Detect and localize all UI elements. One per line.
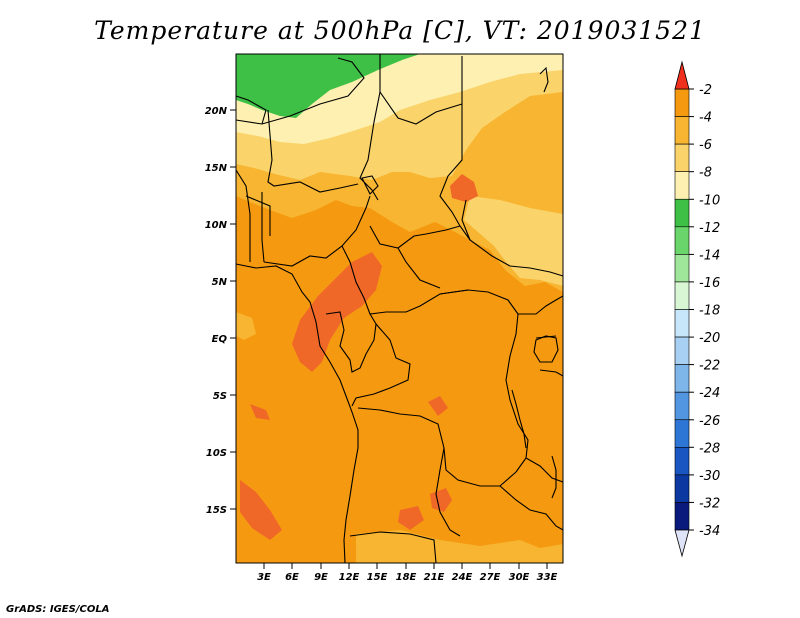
colorbar-label: -10 xyxy=(699,193,720,208)
lat-label: 10N xyxy=(205,220,228,231)
colorbar-label: -14 xyxy=(699,248,720,263)
map-frame xyxy=(235,53,564,564)
colorbar-box xyxy=(674,336,690,365)
lon-label: 21E xyxy=(424,572,445,583)
grads-credit: GrADS: IGES/COLA xyxy=(6,604,110,615)
colorbar-label: -20 xyxy=(699,331,720,346)
colorbar-box xyxy=(674,447,690,476)
border-niger-south xyxy=(235,57,365,125)
lake-tanganyika xyxy=(511,389,527,449)
colorbar-box xyxy=(674,391,690,421)
colorbar-label: -30 xyxy=(699,469,720,484)
lake-malawi xyxy=(551,455,557,499)
colorbar-box xyxy=(674,419,690,448)
map-plot-area xyxy=(235,53,564,564)
border-uganda-kenya xyxy=(518,295,564,339)
colorbar-box xyxy=(674,171,690,200)
colorbar-top-arrow xyxy=(674,60,690,90)
lake-chad xyxy=(361,175,379,195)
colorbar-label: -6 xyxy=(699,138,712,153)
colorbar-box xyxy=(674,226,690,255)
warm-patch-southwest xyxy=(240,480,282,540)
border-benin-togo xyxy=(235,169,271,262)
colorbar: -2 -4 -6 -8 -10 -12 -14 -16 -18 -20 -22 … xyxy=(674,60,720,558)
colorbar-label: -32 xyxy=(699,496,720,511)
colorbar-bottom-arrow xyxy=(674,529,690,558)
border-tanzania xyxy=(525,369,564,483)
lon-label: 33E xyxy=(537,572,558,583)
lat-label: EQ xyxy=(212,334,228,345)
coastline-west-africa xyxy=(235,263,359,564)
border-drc-east xyxy=(505,313,529,473)
colorbar-box xyxy=(674,364,690,393)
colorbar-box xyxy=(674,143,690,172)
red-sea-coast xyxy=(539,66,549,93)
border-sudan-south xyxy=(461,199,564,277)
border-drc-west xyxy=(351,323,411,407)
colorbar-label: -4 xyxy=(699,111,712,126)
border-mali-niger xyxy=(267,109,359,193)
lon-label: 30E xyxy=(509,572,530,583)
lon-label: 9E xyxy=(314,572,328,583)
lon-axis: 3E 6E 9E 12E 15E 18E 21E 24E 27E 30E 33E xyxy=(257,563,558,583)
colorbar-label: -16 xyxy=(699,276,720,291)
colorbar-label: -2 xyxy=(699,83,712,98)
warm-patch-lowleft xyxy=(250,404,270,420)
colorbar-label: -26 xyxy=(699,414,720,429)
warm-patch-congo xyxy=(428,396,448,416)
border-sahara-west xyxy=(235,95,267,125)
lon-label: 6E xyxy=(285,572,299,583)
border-angola-south xyxy=(349,531,437,564)
lon-label: 12E xyxy=(339,572,360,583)
colorbar-labels: -2 -4 -6 -8 -10 -12 -14 -16 -18 -20 -22 … xyxy=(689,83,720,539)
border-chad-sudan xyxy=(439,104,493,257)
colorbar-box xyxy=(674,474,690,503)
colorbar-label: -18 xyxy=(699,304,720,319)
lat-label: 5N xyxy=(212,277,228,288)
colorbar-label: -28 xyxy=(699,441,720,456)
lon-label: 18E xyxy=(396,572,417,583)
field-band-minus8-east xyxy=(464,196,563,286)
border-nigeria xyxy=(261,192,371,267)
cool-patch-south xyxy=(356,530,563,563)
border-congo-gabon xyxy=(325,311,377,373)
warm-patch-zambia xyxy=(398,506,424,530)
colorbar-box xyxy=(674,198,690,228)
warm-patch-north xyxy=(450,174,478,202)
colorbar-box xyxy=(674,116,690,145)
colorbar-box xyxy=(674,88,690,117)
colorbar-label: -34 xyxy=(699,524,720,539)
lat-label: 5S xyxy=(213,391,227,402)
lon-label: 15E xyxy=(367,572,388,583)
colorbar-label: -24 xyxy=(699,386,720,401)
colorbar-label: -12 xyxy=(699,221,720,236)
lat-axis: 20N 15N 10N 5N EQ 5S 10S 15S xyxy=(205,106,236,516)
colorbar-box xyxy=(674,281,690,310)
colorbar-label: -8 xyxy=(699,166,712,181)
field-band-minus12 xyxy=(236,54,420,118)
colorbar-box xyxy=(674,309,690,338)
lon-label: 27E xyxy=(480,572,501,583)
border-angola-zambia xyxy=(435,447,461,537)
lat-label: 10S xyxy=(206,448,227,459)
lon-label: 3E xyxy=(257,572,271,583)
colorbar-box xyxy=(674,502,690,531)
colorbar-boxes xyxy=(674,88,690,531)
chart-title: Temperature at 500hPa [C], VT: 201903152… xyxy=(94,16,706,45)
lat-label: 15N xyxy=(205,163,228,174)
lon-label: 24E xyxy=(452,572,473,583)
border-car xyxy=(369,225,461,289)
boundaries xyxy=(235,54,564,564)
border-cameroon xyxy=(341,245,469,315)
border-zambia-east xyxy=(499,485,564,531)
colorbar-label: -22 xyxy=(699,359,720,374)
cool-patch-west-coast xyxy=(236,312,256,340)
colorbar-box xyxy=(674,254,690,283)
lat-label: 15S xyxy=(206,505,227,516)
lat-label: 20N xyxy=(205,106,228,117)
border-drc-north xyxy=(439,289,519,315)
lake-victoria xyxy=(533,335,559,363)
